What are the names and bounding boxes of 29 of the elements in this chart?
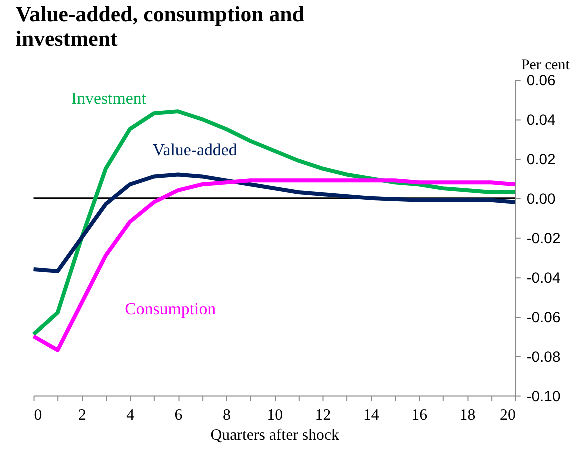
x-tick-label: 14 <box>363 407 380 424</box>
x-tick-label: 12 <box>315 407 332 424</box>
y-axis-title: Per cent <box>522 58 571 74</box>
x-tick-label: 20 <box>500 407 516 424</box>
x-tick-label: 0 <box>34 407 42 424</box>
x-tick-label: 16 <box>412 407 428 424</box>
text: Consumption <box>125 299 217 318</box>
y-tick-label: -0.02 <box>526 231 561 248</box>
y-tick-label: 0.04 <box>526 112 556 129</box>
line-series <box>32 172 518 274</box>
line-series <box>32 178 518 352</box>
x-axis-title: Quarters after shock <box>210 426 340 444</box>
y-tick-label: 0.00 <box>526 192 556 208</box>
y-tick-label: -0.04 <box>526 270 561 287</box>
line-series <box>32 110 518 337</box>
x-tick-label: 2 <box>78 407 86 424</box>
y-tick-label: -0.06 <box>526 310 561 326</box>
x-tick-label: 18 <box>460 407 476 424</box>
x-tick-label: 4 <box>126 407 135 424</box>
chart-title: Value-added, consumption and investment <box>16 2 304 52</box>
series-label: Investment <box>72 88 147 108</box>
x-tick-label: 10 <box>267 407 284 424</box>
x-tick-label: 6 <box>174 407 183 424</box>
y-tick-label: 0.02 <box>526 152 556 168</box>
y-tick-label: 0.06 <box>526 73 556 90</box>
series-label: Value-added <box>152 140 238 160</box>
x-tick-label: 8 <box>222 407 231 424</box>
y-tick-label: -0.10 <box>526 389 561 406</box>
y-tick-label: -0.08 <box>526 350 561 366</box>
